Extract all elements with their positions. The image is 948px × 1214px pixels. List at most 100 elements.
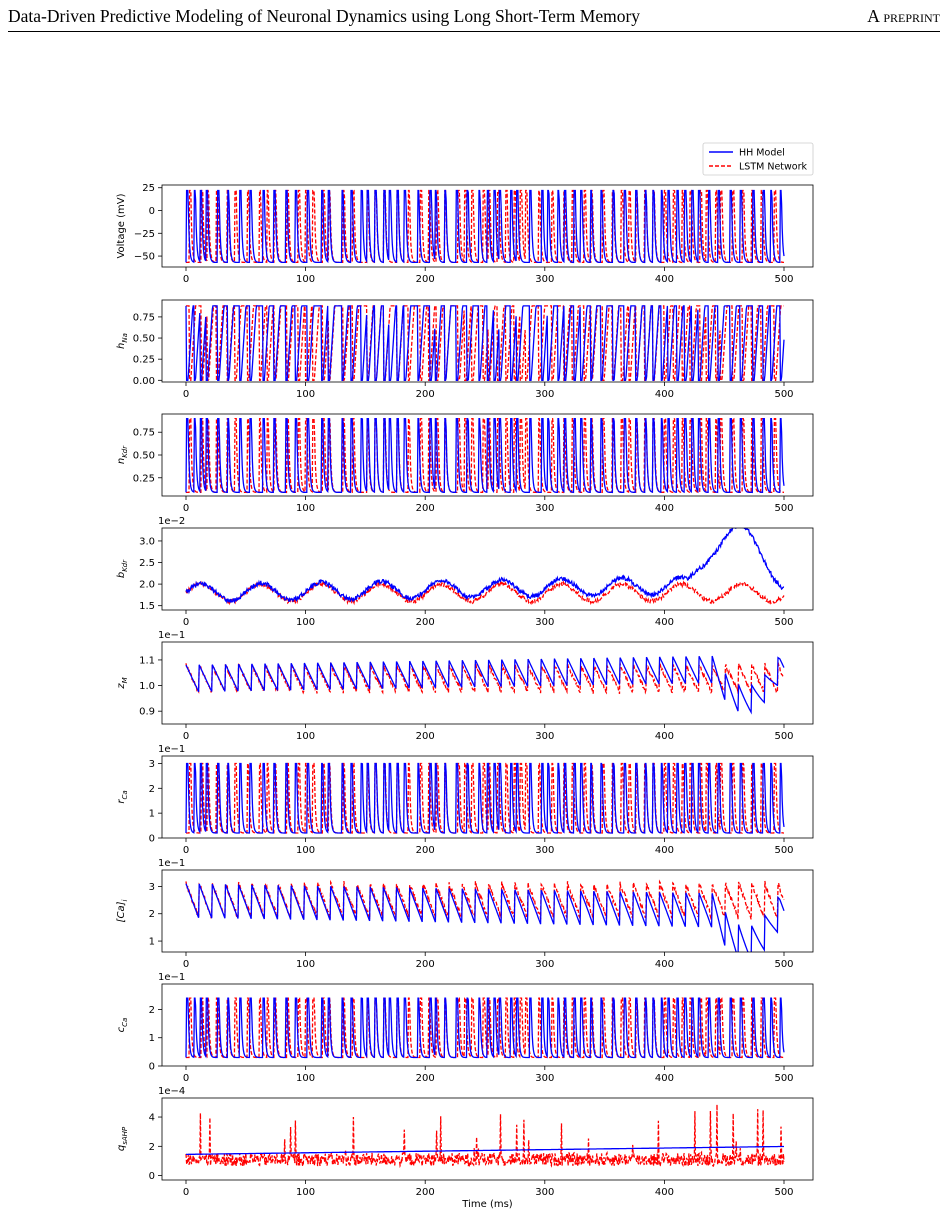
y-tick-label-0: 4 xyxy=(149,1113,155,1124)
axes-frame xyxy=(161,299,814,383)
x-tick-label-0: 0 xyxy=(183,1073,189,1084)
y-axis-label-main: r xyxy=(116,799,127,804)
x-tick-label-2: 200 xyxy=(416,1187,435,1198)
y-tick-label-1: 1 xyxy=(149,1033,155,1044)
y-tick-label-3: −50 xyxy=(134,252,155,263)
hh-series-line xyxy=(185,883,785,952)
x-tick-label-4: 400 xyxy=(655,731,674,742)
y-axis-label-subscript: Kdr xyxy=(121,559,129,572)
y-axis-label-subscript: sAHP xyxy=(121,1126,129,1145)
y-tick-label-0: 0.75 xyxy=(133,312,155,323)
x-tick-label-0: 0 xyxy=(183,274,189,285)
y-tick-label-0: 3.0 xyxy=(139,536,155,547)
y-axis-label: zM xyxy=(116,677,129,689)
axes-frame xyxy=(161,1097,814,1181)
hh-series-line xyxy=(185,189,785,264)
y-axis-label: [Ca]i xyxy=(116,900,129,923)
x-tick-label-1: 100 xyxy=(296,845,315,856)
x-tick-label-4: 400 xyxy=(655,1187,674,1198)
axis-multiplier: 1e−4 xyxy=(158,1086,185,1097)
y-axis-label-subscript: Kdr xyxy=(121,445,129,458)
panel-1: 25 0 −25 −50 0 100 200 300 400 500 Voltage (mV) xyxy=(116,183,814,285)
hh-series-line xyxy=(185,417,785,494)
y-axis-label: hNa xyxy=(116,333,129,349)
y-axis-label: nKdr xyxy=(116,445,129,464)
x-tick-label-3: 300 xyxy=(535,959,554,970)
y-tick-label-1: 2.5 xyxy=(139,558,155,569)
x-tick-label-1: 100 xyxy=(296,731,315,742)
x-tick-label-4: 400 xyxy=(655,274,674,285)
y-tick-label-2: 0.9 xyxy=(139,707,155,718)
x-tick-label-3: 300 xyxy=(535,617,554,628)
x-tick-label-0: 0 xyxy=(183,503,189,514)
y-tick-label-1: 2 xyxy=(149,784,155,795)
x-tick-label-1: 100 xyxy=(296,274,315,285)
axes-frame xyxy=(161,527,814,611)
panel-3: 0.75 0.50 0.25 0 100 200 300 400 500 nKdr xyxy=(116,413,814,514)
y-tick-label-2: −25 xyxy=(134,229,155,240)
x-tick-label-3: 300 xyxy=(535,274,554,285)
y-tick-label-2: 1 xyxy=(149,937,155,948)
x-tick-label-2: 200 xyxy=(416,1073,435,1084)
x-tick-label-1: 100 xyxy=(296,389,315,400)
x-tick-label-5: 500 xyxy=(774,503,793,514)
y-axis-label-subscript: M xyxy=(121,677,129,683)
y-axis-label: cCa xyxy=(116,1018,129,1033)
y-axis-label-subscript: Ca xyxy=(121,790,129,799)
axes-frame xyxy=(161,755,814,839)
x-tick-label-1: 100 xyxy=(296,617,315,628)
x-tick-label-2: 200 xyxy=(416,617,435,628)
x-tick-label-1: 100 xyxy=(296,959,315,970)
axes-frame xyxy=(161,869,814,953)
y-axis-label-main: q xyxy=(116,1145,127,1151)
lstm-series-line xyxy=(185,661,785,695)
y-tick-label-2: 1 xyxy=(149,809,155,820)
x-tick-label-5: 500 xyxy=(774,274,793,285)
y-tick-label-1: 2 xyxy=(149,909,155,920)
x-tick-label-5: 500 xyxy=(774,1073,793,1084)
y-axis-label-main: c xyxy=(116,1026,127,1032)
x-tick-label-2: 200 xyxy=(416,845,435,856)
legend: HH Model LSTM Network xyxy=(702,142,814,176)
lstm-series-line xyxy=(185,1104,785,1169)
x-tick-label-4: 400 xyxy=(655,617,674,628)
y-tick-label-2: 0.25 xyxy=(133,473,155,484)
axes-frame xyxy=(161,983,814,1067)
y-axis-label-main: z xyxy=(116,683,127,690)
y-axis-label-main: b xyxy=(116,572,127,578)
x-tick-label-4: 400 xyxy=(655,959,674,970)
y-tick-label-1: 0.50 xyxy=(133,451,155,462)
x-tick-label-5: 500 xyxy=(774,959,793,970)
axis-multiplier: 1e−2 xyxy=(158,516,185,527)
x-tick-label-1: 100 xyxy=(296,1187,315,1198)
panel-4: 3.0 2.5 2.0 1.5 0 100 200 300 400 500 bKdr 1e−2 xyxy=(116,516,814,628)
y-tick-label-0: 25 xyxy=(142,183,155,194)
axis-multiplier: 1e−1 xyxy=(158,858,185,869)
x-tick-label-5: 500 xyxy=(774,389,793,400)
x-tick-label-3: 300 xyxy=(535,1187,554,1198)
y-tick-label-0: 1.1 xyxy=(139,655,155,666)
y-tick-label-1: 2 xyxy=(149,1142,155,1153)
axis-multiplier: 1e−1 xyxy=(158,630,185,641)
y-tick-label-0: 3 xyxy=(149,882,155,893)
hh-series-line xyxy=(185,762,785,835)
y-tick-label-0: 3 xyxy=(149,759,155,770)
x-tick-label-1: 100 xyxy=(296,503,315,514)
y-axis-label-main: [Ca] xyxy=(116,901,127,922)
y-tick-label-0: 2 xyxy=(149,1005,155,1016)
hh-series-line xyxy=(185,997,785,1059)
x-tick-label-0: 0 xyxy=(183,845,189,856)
legend-label-2: LSTM Network xyxy=(739,162,808,173)
y-axis-label-main: Voltage (mV) xyxy=(116,193,127,258)
axes-frame xyxy=(161,641,814,725)
x-tick-label-4: 400 xyxy=(655,389,674,400)
preprint-tag: A preprint xyxy=(867,6,940,26)
x-tick-label-0: 0 xyxy=(183,731,189,742)
x-tick-label-2: 200 xyxy=(416,503,435,514)
y-tick-label-3: 1.5 xyxy=(139,601,155,612)
x-tick-label-0: 0 xyxy=(183,959,189,970)
x-tick-label-2: 200 xyxy=(416,274,435,285)
